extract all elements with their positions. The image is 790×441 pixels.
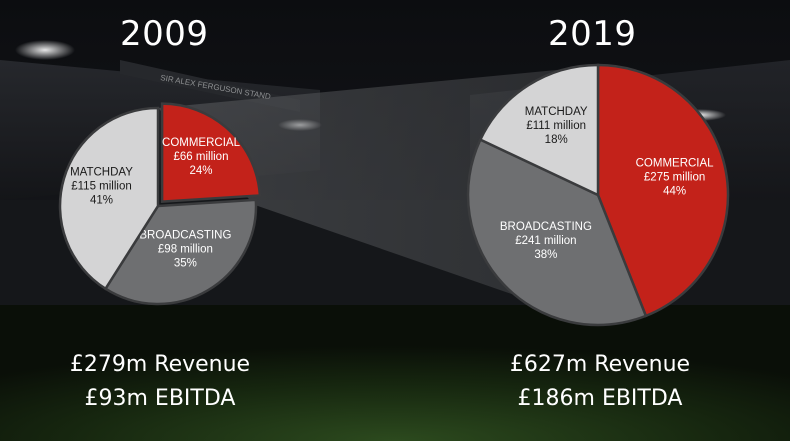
- revenue-text-2019: £627m Revenue: [509, 352, 691, 377]
- ebitda-text-2009: £93m EBITDA: [84, 386, 236, 411]
- slice-label-matchday-2019: MATCHDAY £111 million 18%: [525, 106, 588, 146]
- slice-label-commercial-2019: COMMERCIAL £275 million 44%: [636, 157, 715, 197]
- pie-slice-commercial-2009: [160, 102, 262, 203]
- slice-label-broadcasting-2009: BROADCASTING £98 million 35%: [139, 229, 231, 269]
- year-title-2009: 2009: [120, 14, 209, 54]
- ebitda-text-2019: £186m EBITDA: [517, 386, 683, 411]
- slice-label-broadcasting-2019: BROADCASTING £241 million 38%: [500, 221, 592, 261]
- slice-label-commercial-2009: COMMERCIAL £66 million 24%: [162, 137, 241, 177]
- year-title-2019: 2019: [548, 14, 637, 54]
- summary-2019: £627m Revenue £186m EBITDA: [500, 348, 700, 416]
- pie-slice-commercial-2019: [596, 63, 730, 318]
- pie-chart-2019: COMMERCIAL £275 million 44% BROADCASTING £24…: [466, 63, 730, 327]
- pie-chart-2009: COMMERCIAL £66 million 24% BROADCASTING £98 …: [58, 102, 262, 306]
- pie-slice-matchday-2009: [58, 106, 160, 291]
- slice-label-matchday-2009: MATCHDAY £115 million 41%: [70, 167, 133, 207]
- pie-slice-matchday-2019: [478, 63, 600, 197]
- summary-2009: £279m Revenue £93m EBITDA: [60, 348, 260, 416]
- pie-slice-broadcasting-2019: [466, 137, 648, 327]
- pie-slice-broadcasting-2009: [103, 198, 258, 306]
- revenue-text-2009: £279m Revenue: [69, 352, 251, 377]
